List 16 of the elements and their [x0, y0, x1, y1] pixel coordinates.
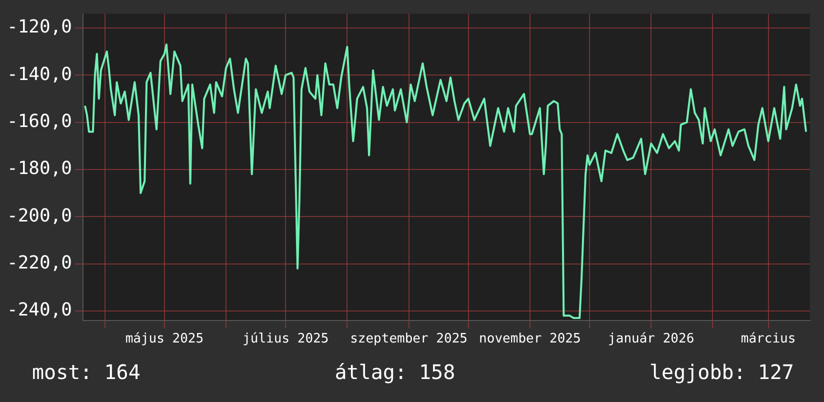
y-tick-label: -220,0 [6, 252, 72, 274]
y-tick-label: -160,0 [6, 110, 72, 132]
x-tick-label: november 2025 [479, 332, 581, 347]
x-tick-label: szeptember 2025 [350, 332, 468, 347]
x-tick-label: március [740, 332, 796, 347]
y-tick-label: -240,0 [6, 300, 72, 321]
y-tick-label: -180,0 [6, 158, 72, 180]
y-tick-label: -120,0 [6, 16, 72, 38]
text: most: 164 [32, 360, 140, 384]
x-tick-label: július 2025 [242, 332, 329, 347]
text: átlag: 158 [334, 360, 456, 384]
y-tick-label: -200,0 [6, 205, 72, 226]
x-tick-label: május 2025 [125, 332, 204, 347]
text: legjobb: 127 [649, 360, 794, 384]
x-tick-label: január 2026 [608, 332, 694, 347]
y-tick-label: -140,0 [6, 64, 72, 85]
